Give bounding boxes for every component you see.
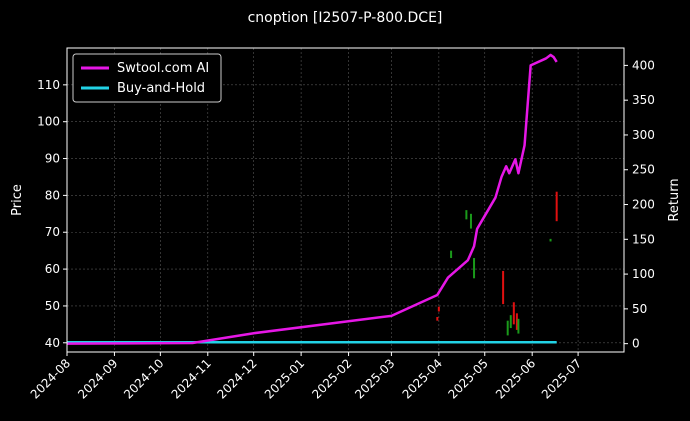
- price-candle: [450, 250, 453, 259]
- ai-strategy-line: [66, 53, 558, 345]
- y-tick-label-right: 150: [632, 232, 655, 246]
- y-tick-label-right: 400: [632, 58, 655, 72]
- y-tick-label-right: 200: [632, 198, 655, 212]
- price-candle: [509, 315, 512, 329]
- price-candle: [517, 318, 520, 334]
- y-tick-label-right: 250: [632, 163, 655, 177]
- price-candle: [555, 191, 558, 222]
- price-candle: [549, 238, 552, 242]
- y-tick-label-right: 300: [632, 128, 655, 142]
- y-tick-label-left: 100: [37, 115, 60, 129]
- y-tick-label-left: 40: [45, 336, 60, 350]
- y-tick-label-left: 80: [45, 188, 60, 202]
- y-axis-label-left: Price: [10, 184, 25, 216]
- price-candle: [512, 302, 515, 325]
- series-lines: [66, 53, 558, 345]
- candles: [436, 191, 558, 336]
- legend-box: [72, 53, 222, 103]
- legend: Swtool.com AI Buy-and-Hold: [72, 53, 222, 103]
- price-candle: [473, 258, 476, 279]
- y-axis-left: 40 50 60 70 80 90 100 110: [37, 78, 67, 350]
- y-tick-label-right: 350: [632, 93, 655, 107]
- y-tick-label-right: 50: [632, 302, 647, 316]
- price-candle: [506, 320, 509, 336]
- y-tick-label-right: 0: [632, 337, 640, 351]
- y-tick-label-left: 70: [45, 225, 60, 239]
- y-axis-label-right: Return: [667, 178, 682, 221]
- legend-label-hold: Buy-and-Hold: [117, 81, 205, 96]
- price-candle: [515, 313, 518, 330]
- plot-area: [66, 47, 625, 353]
- y-tick-label-left: 90: [45, 152, 60, 166]
- price-candle: [469, 213, 472, 229]
- price-candle: [502, 270, 505, 305]
- chart-title: cnoption [I2507-P-800.DCE]: [248, 10, 443, 26]
- y-axis-right: 0 50 100 150 200 250 300 350 400: [624, 58, 655, 351]
- legend-label-ai: Swtool.com AI: [117, 61, 209, 76]
- price-candle: [437, 306, 440, 312]
- price-candle: [465, 210, 468, 220]
- axes-frame: [66, 47, 625, 353]
- y-tick-label-left: 50: [45, 299, 60, 313]
- y-tick-label-right: 100: [632, 267, 655, 281]
- y-tick-label-left: 60: [45, 262, 60, 276]
- price-candle: [436, 316, 439, 321]
- y-tick-label-left: 110: [37, 78, 60, 92]
